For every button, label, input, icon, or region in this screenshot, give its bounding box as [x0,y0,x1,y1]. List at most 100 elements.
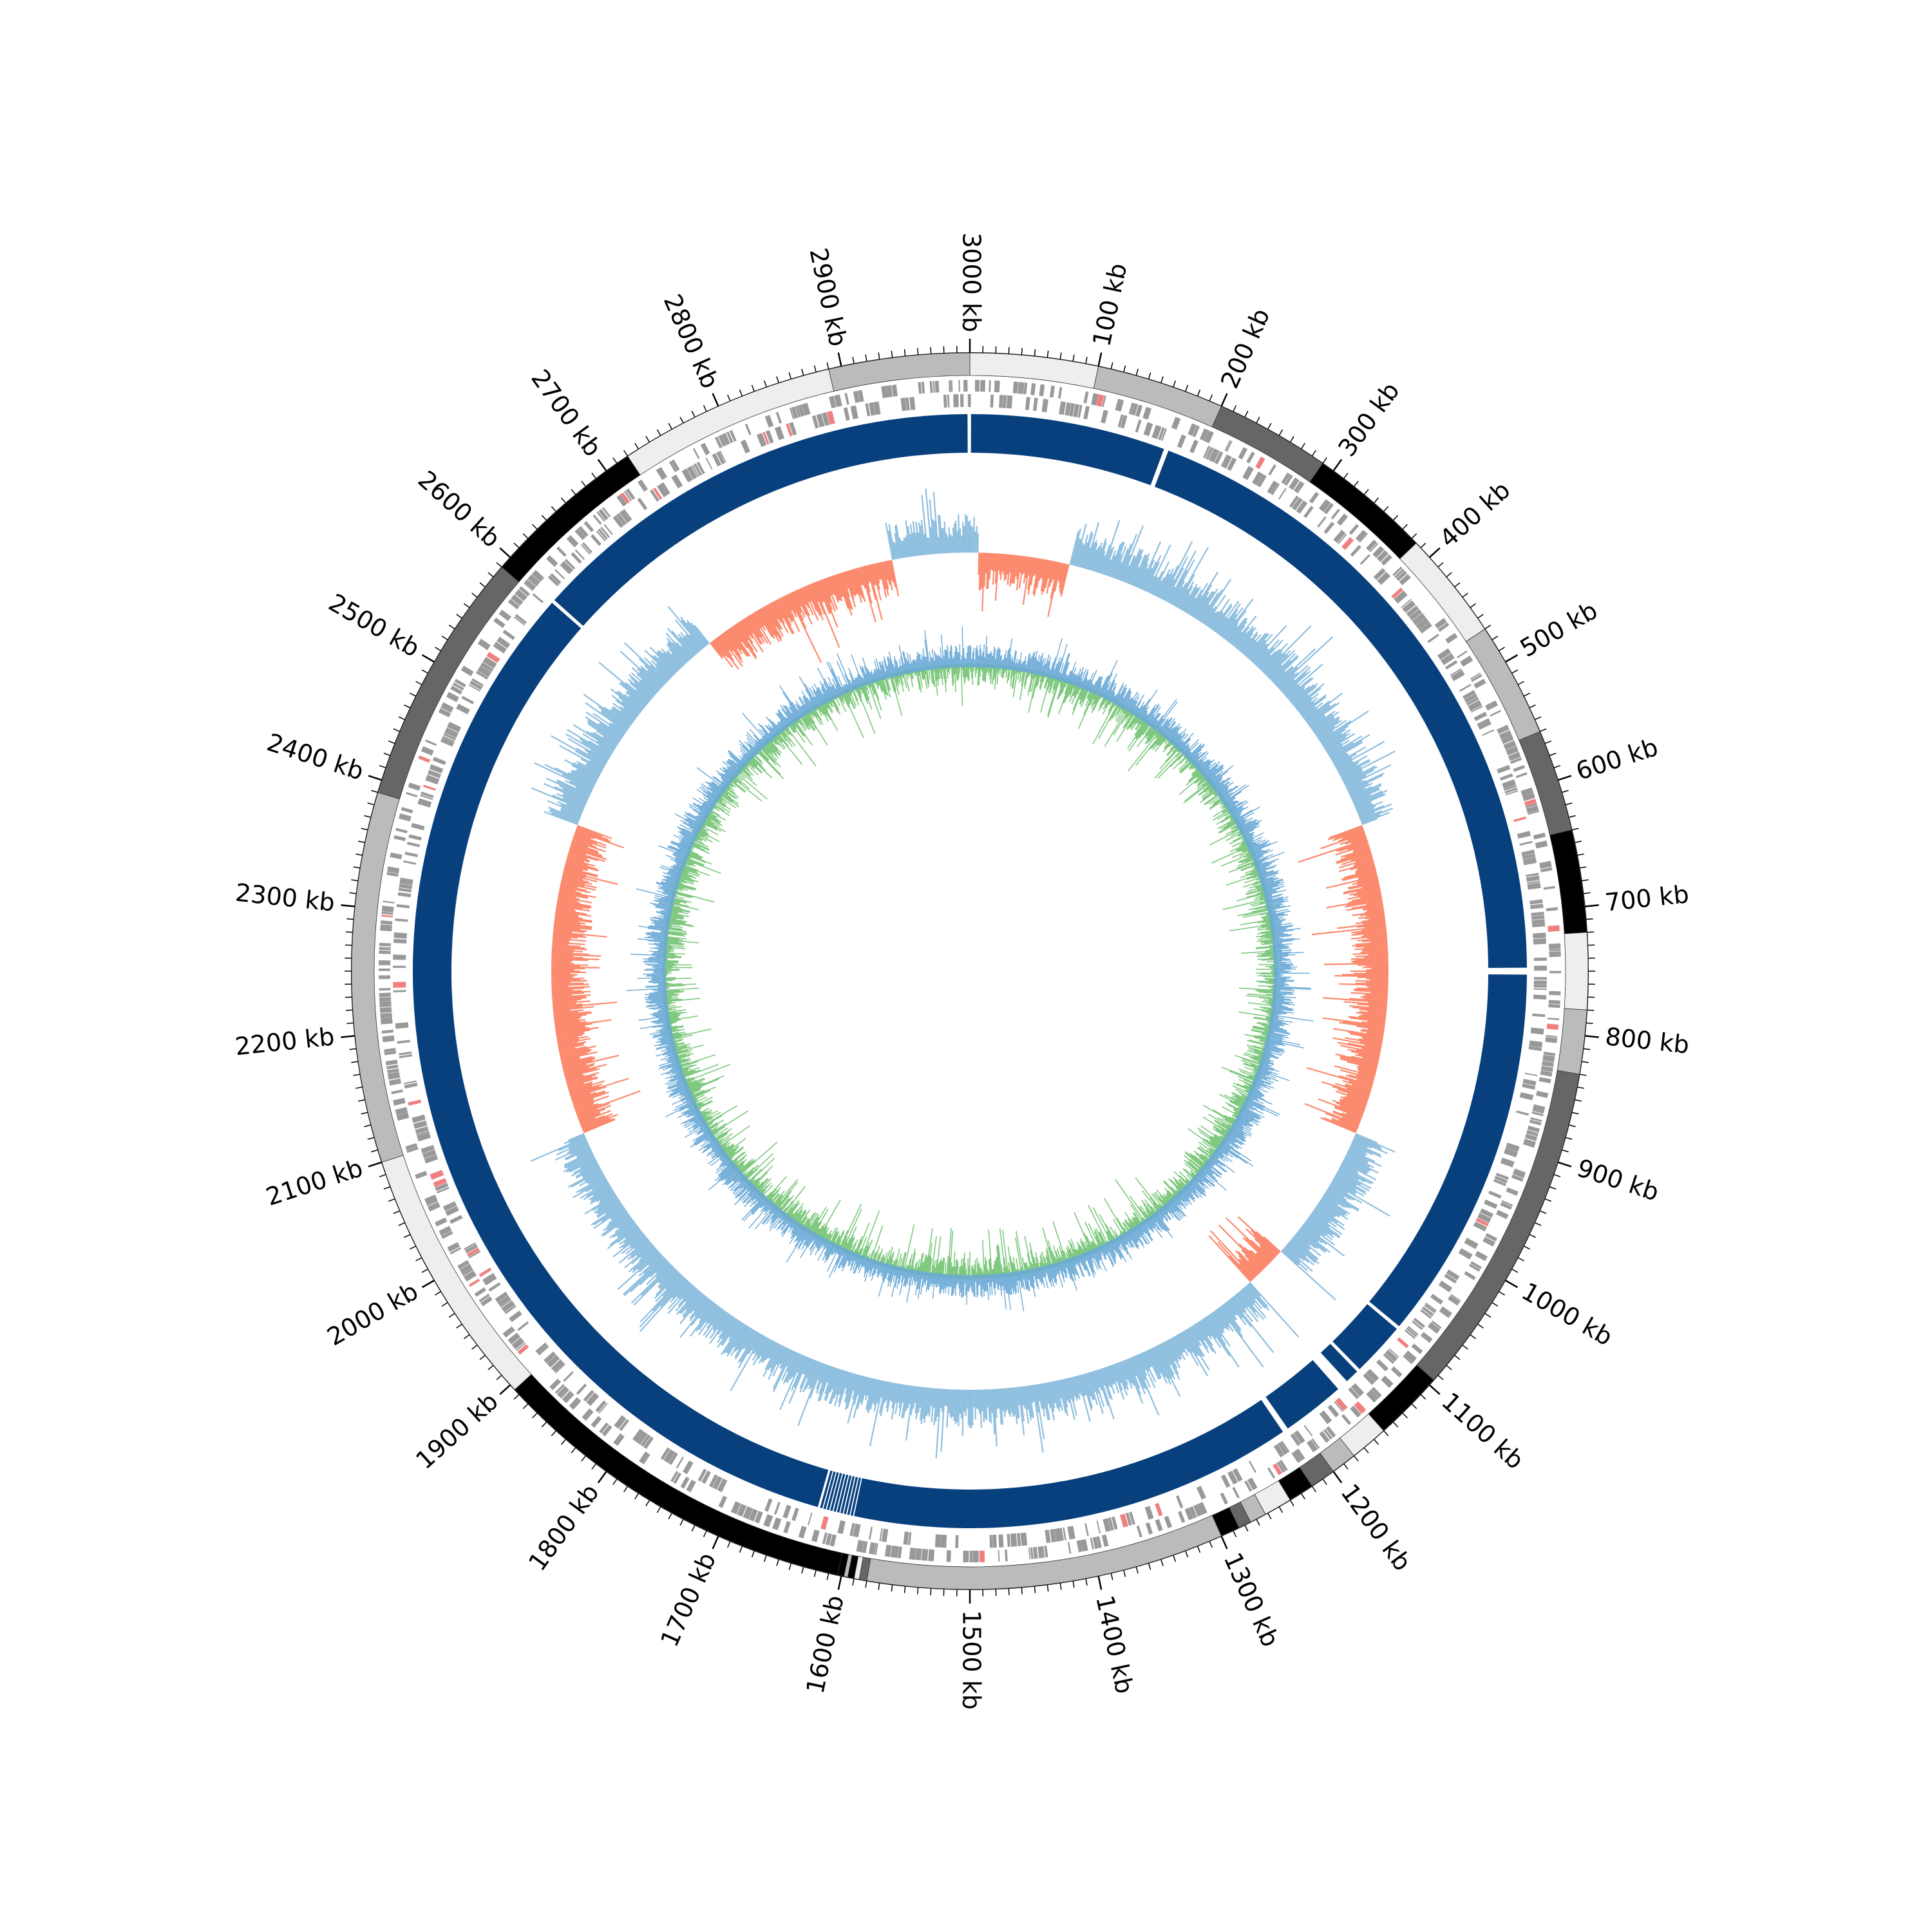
gc-variation-bar [1085,1251,1096,1275]
gene-feature [718,435,726,447]
gc-skew-bar [1075,542,1084,567]
gene-feature [1178,1511,1186,1523]
gc-skew-bar [775,600,795,634]
gc-skew-bar [1306,1067,1373,1088]
gene-feature [837,1520,846,1534]
gc-skew-bar [725,1323,745,1353]
gc-variation-bar [1265,893,1283,899]
gc-skew-bar [1355,856,1373,863]
gene-feature [786,423,793,437]
gc-content-bar [1154,748,1184,779]
gc-skew-bar [558,1041,587,1048]
gene-feature [591,534,601,546]
gc-skew-bar [639,1276,684,1323]
gc-skew-bar [1166,586,1176,603]
gc-skew-bar [1266,654,1289,677]
gene-feature [1376,1359,1389,1372]
gc-skew-bar [963,526,965,553]
blocks-ring [413,414,1527,1528]
gc-variation-bar [1269,914,1289,919]
gc-variation-bar [1026,654,1031,673]
gene-feature [754,1511,763,1524]
gc-variation-bar [1159,718,1173,735]
gc-skew-bar [690,622,709,645]
gene-feature [1533,958,1547,961]
gene-feature [421,1144,435,1154]
gene-feature [1468,700,1482,712]
gc-skew-bar [531,1137,586,1162]
gc-skew-bar [1021,1386,1026,1409]
gc-skew-bar [618,696,641,714]
gene-feature [873,401,881,415]
gc-skew-bar [764,605,777,628]
gene-feature [1473,679,1486,689]
minor-tick [522,1403,529,1409]
gc-skew-bar [720,634,734,652]
gc-skew-bar [1077,544,1084,567]
gc-skew-bar [1097,1369,1115,1419]
gc-variation-bar [1090,685,1094,693]
gc-skew-bar [856,567,862,585]
gc-skew-bar [573,1099,594,1108]
gc-variation-bar [1273,956,1288,958]
gene-feature [426,1200,439,1206]
gc-skew-bar [621,701,640,715]
gc-variation-bar [1241,1106,1260,1117]
gene-feature [511,1337,525,1350]
gc-variation-bar [1270,921,1282,924]
gc-variation-bar [1239,819,1262,832]
gc-skew-bar [709,1314,731,1345]
gc-skew-bar [1343,1001,1387,1007]
gc-skew-bar [689,634,703,650]
gc-skew-bar [1009,554,1014,587]
gc-skew-bar [1193,596,1208,618]
gc-variation-bar [1233,813,1242,820]
gc-skew-bar [553,1012,592,1018]
tick-label: 1600 kb [801,1593,849,1696]
gc-skew-bar [1070,1377,1078,1401]
gc-skew-bar [565,860,598,870]
gc-skew-bar [586,730,616,750]
gc-variation-bar [1255,1074,1271,1080]
gc-skew-bar [562,794,586,806]
gc-skew-bar [553,924,592,931]
gc-skew-bar [873,1379,880,1403]
gene-feature [1533,988,1547,990]
gc-variation-bar [1229,1128,1245,1139]
major-tick [837,1575,842,1590]
gc-skew-bar [658,1268,677,1287]
gc-variation-bar [1197,759,1209,770]
gc-skew-bar [738,621,754,644]
minor-tick [1492,1302,1499,1307]
gc-variation-bar [1248,1091,1262,1098]
gene-feature [1450,1294,1461,1302]
gene-feature [1293,480,1305,493]
gene-feature [1543,886,1555,890]
gc-skew-bar [882,562,889,590]
gc-variation-bar [1247,1094,1258,1099]
tick-label: 1200 kb [1335,1479,1417,1576]
gc-skew-bar [636,1242,652,1256]
gene-feature [507,1332,520,1345]
gc-variation-bar [1206,764,1224,781]
gc-skew-bar [1332,1037,1382,1048]
gc-skew-bar [656,663,672,679]
gc-skew-bar [758,609,775,636]
gene-feature [385,1059,398,1066]
gc-skew-bar [563,793,587,805]
gene-feature [928,1549,935,1562]
gc-skew-bar [793,1356,808,1388]
gc-variation-bar [1147,706,1161,725]
gene-feature [1463,690,1476,700]
gc-skew-bar [1370,992,1388,994]
gc-skew-bar [1182,587,1198,612]
gc-variation-bar [1021,661,1025,672]
gc-skew-bar [1162,578,1175,601]
gc-skew-bar [1277,636,1334,688]
gc-variation-bar [1253,857,1267,864]
gc-skew-bar [555,909,587,915]
gc-skew-bar [587,721,620,743]
gc-skew-bar [591,732,616,749]
gene-feature [1549,990,1561,996]
gc-variation-bar [1123,698,1130,710]
